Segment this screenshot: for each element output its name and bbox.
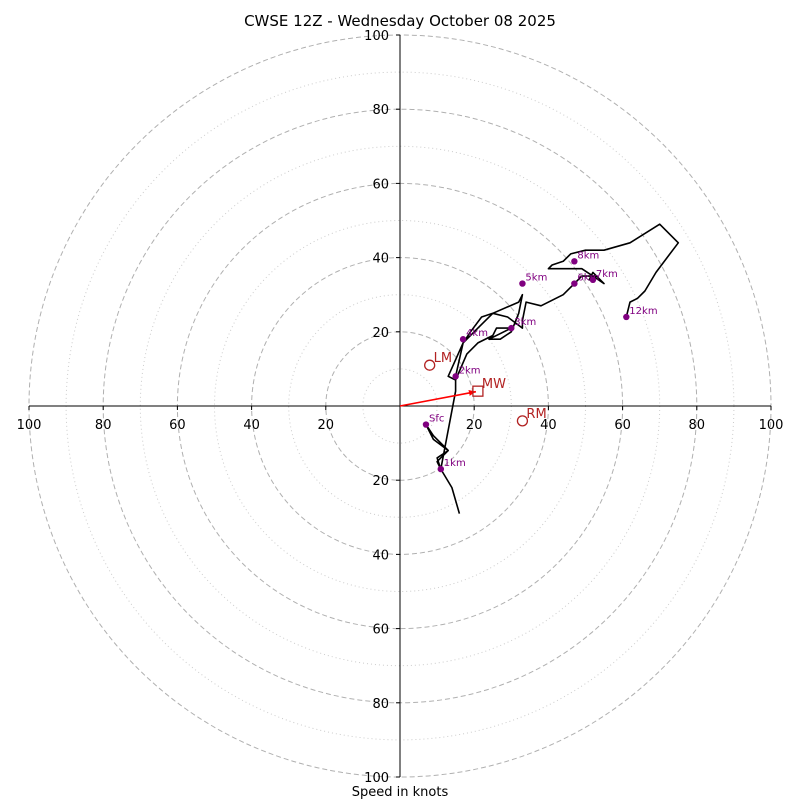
height-point-2km: [452, 373, 459, 380]
height-label-sfc: Sfc: [429, 414, 444, 425]
y-tick-label: 100: [364, 29, 389, 44]
height-label-5km: 5km: [525, 273, 547, 284]
x-tick-label: 20: [318, 418, 335, 433]
y-tick-label: 60: [372, 623, 389, 638]
ring-tick-labels: 100 80 60 40 20 20 40 60 80 100 20 20 40 40 60 60 80 80 10…: [17, 29, 784, 786]
mean-wind-arrow: [399, 390, 477, 407]
y-tick-label: 60: [372, 177, 389, 192]
x-tick-label: 40: [243, 418, 260, 433]
height-label-3km: 3km: [514, 317, 536, 328]
motion-marker-lm: [424, 359, 436, 371]
y-tick-label: 20: [372, 326, 389, 341]
x-tick-label: 40: [540, 418, 557, 433]
height-point-4km: [459, 336, 467, 343]
height-label-1km: 1km: [444, 458, 466, 469]
x-tick-label: 80: [95, 418, 112, 433]
height-point-3km: [508, 324, 515, 332]
x-tick-label: 20: [466, 418, 483, 433]
height-point-6km: [571, 280, 578, 287]
height-label-12km: 12km: [629, 306, 657, 317]
x-tick-label: 100: [759, 418, 784, 433]
height-point-5km: [519, 280, 526, 287]
motion-label-rm: RM: [526, 407, 546, 422]
height-label-8km: 8km: [577, 250, 599, 261]
y-tick-label: 40: [372, 548, 389, 563]
height-label-4km: 4km: [466, 328, 488, 339]
y-tick-label: 80: [372, 697, 389, 712]
motion-label-mw: MW: [482, 377, 506, 392]
height-point-8km: [571, 258, 578, 265]
hodograph-line: [425, 223, 680, 514]
height-point-12km: [623, 313, 630, 321]
motion-label-lm: LM: [434, 351, 452, 366]
mean-wind-vector: [399, 390, 477, 407]
height-label-2km: 2km: [459, 365, 481, 376]
y-tick-label: 80: [372, 103, 389, 118]
y-tick-label: 100: [364, 771, 389, 786]
wind-profile-trace: [425, 223, 680, 514]
motion-marker-rm: [516, 415, 529, 427]
height-point-1km: [437, 465, 445, 473]
y-tick-label: 20: [372, 474, 389, 489]
height-label-7km: 7km: [596, 269, 618, 280]
x-tick-label: 60: [614, 418, 631, 433]
x-tick-label: 60: [169, 418, 186, 433]
height-label-6km: 6km: [577, 273, 599, 284]
height-point-sfc: [422, 421, 430, 428]
storm-motion-markers: LM MW RM: [424, 351, 547, 427]
x-tick-label: 80: [689, 418, 706, 433]
motion-marker-mw: [472, 385, 484, 397]
y-tick-label: 40: [372, 252, 389, 267]
x-tick-label: 100: [17, 418, 42, 433]
chart-title: CWSE 12Z - Wednesday October 08 2025: [244, 12, 556, 30]
x-axis-label: Speed in knots: [352, 785, 449, 800]
height-point-7km: [589, 276, 597, 284]
